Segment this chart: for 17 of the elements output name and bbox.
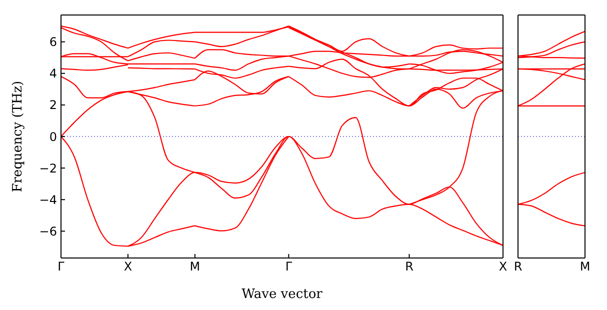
y-tick-label: 2 xyxy=(49,98,57,112)
x-tick-label: Γ xyxy=(285,260,292,274)
x-tick-label: R xyxy=(514,260,522,274)
x-axis-title: Wave vector xyxy=(242,287,324,302)
y-tick-label: 6 xyxy=(49,35,57,50)
x-tick-label: R xyxy=(405,260,414,274)
y-tick-label: −2 xyxy=(39,161,57,176)
y-tick-label: −6 xyxy=(39,224,57,238)
y-tick-label: −4 xyxy=(39,192,57,207)
y-axis-title: Frequency (THz) xyxy=(10,80,26,192)
x-tick-label: M xyxy=(580,260,590,274)
x-tick-label: Γ xyxy=(58,260,65,274)
x-tick-label: X xyxy=(498,260,508,274)
x-tick-label: M xyxy=(190,260,200,274)
y-tick-label: 0 xyxy=(49,130,57,144)
x-tick-label: X xyxy=(124,260,132,274)
y-tick-label: 4 xyxy=(49,66,57,81)
